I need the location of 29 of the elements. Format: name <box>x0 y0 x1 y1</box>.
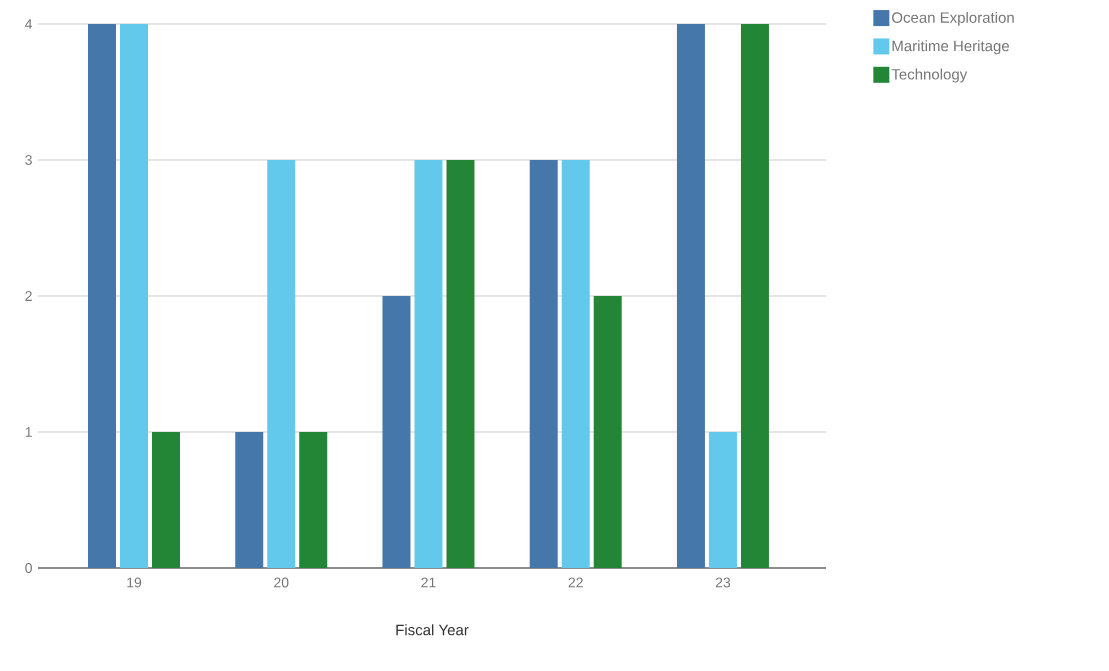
legend-label: Ocean Exploration <box>892 11 1014 26</box>
bar <box>382 295 411 568</box>
bar <box>529 159 558 568</box>
bar <box>446 159 475 568</box>
legend-label: Technology <box>891 68 968 83</box>
bar <box>152 431 181 568</box>
y-tick-label: 1 <box>25 427 32 437</box>
x-tick-label: 21 <box>421 577 436 588</box>
y-tick-label: 3 <box>25 155 32 165</box>
bar <box>708 431 737 568</box>
legend-label: Maritime Heritage <box>892 40 1009 55</box>
bar <box>299 431 328 568</box>
bar <box>235 431 264 568</box>
bar <box>414 159 443 568</box>
y-tick-label: 0 <box>25 563 32 573</box>
x-tick-label: 20 <box>274 577 289 588</box>
x-tick-label: 19 <box>127 577 142 588</box>
bar <box>676 24 705 568</box>
bar <box>740 24 769 568</box>
x-tick-label: 23 <box>715 577 731 588</box>
bar <box>561 159 590 568</box>
bar <box>593 295 622 568</box>
bar <box>267 159 296 568</box>
bar <box>88 24 117 568</box>
y-tick-label: 2 <box>25 291 32 301</box>
y-tick-label: 4 <box>25 19 33 29</box>
x-axis-title: Fiscal Year <box>396 624 469 636</box>
bar <box>120 24 148 568</box>
x-tick-label: 22 <box>568 577 583 588</box>
